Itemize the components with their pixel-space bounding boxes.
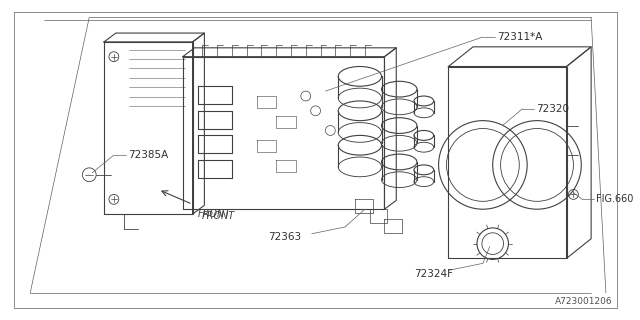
Text: FIG.660: FIG.660 bbox=[596, 194, 634, 204]
Text: 72385A: 72385A bbox=[127, 150, 168, 160]
Text: 72363: 72363 bbox=[268, 232, 301, 242]
Text: 72311*A: 72311*A bbox=[497, 32, 542, 42]
Text: 72324F: 72324F bbox=[414, 269, 453, 279]
Text: FRONT: FRONT bbox=[198, 209, 231, 219]
Text: A723001206: A723001206 bbox=[555, 297, 612, 306]
Text: FRONT: FRONT bbox=[202, 211, 235, 221]
Text: 72320: 72320 bbox=[536, 104, 569, 114]
